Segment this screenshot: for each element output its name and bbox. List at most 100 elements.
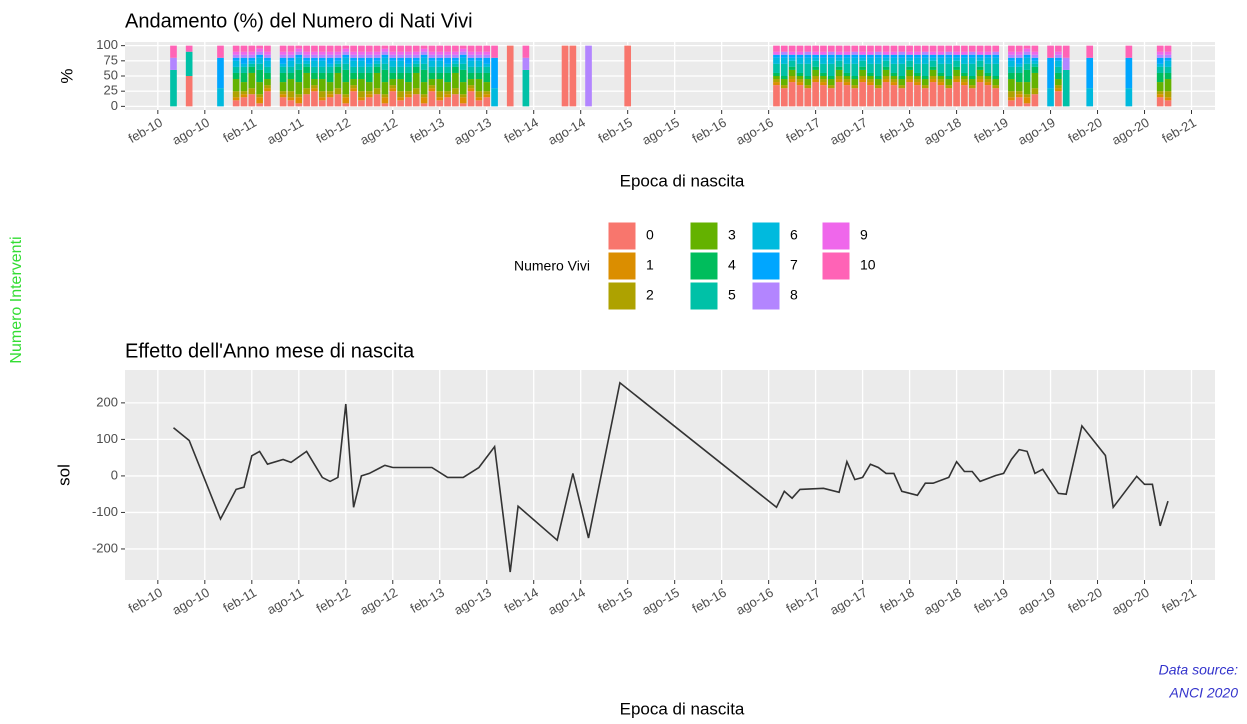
bar-segment (773, 63, 780, 73)
bar-segment (287, 66, 295, 73)
bar-segment (475, 100, 483, 107)
bar-segment (1023, 48, 1031, 52)
bar-segment (350, 85, 357, 89)
bar-segment (867, 63, 874, 73)
bar-segment (318, 54, 326, 58)
bar-segment (217, 57, 224, 89)
bar-segment (820, 54, 827, 58)
x-axis-label: Epoca di nascita (620, 171, 745, 190)
bar-segment (334, 66, 342, 73)
bar-segment (843, 76, 851, 80)
bar-segment (405, 66, 412, 73)
bar-segment (279, 97, 287, 107)
bar-segment (882, 57, 890, 61)
bar-segment (475, 72, 483, 80)
bar-segment (968, 54, 976, 58)
bar-segment (389, 79, 397, 86)
line (172, 381, 1169, 573)
bar-segment (1086, 88, 1094, 107)
bar-segment (624, 45, 632, 107)
bar-segment (937, 51, 945, 55)
bar-segment (318, 45, 326, 52)
bar-segment (256, 69, 263, 83)
bar-segment (412, 54, 420, 58)
x-tick-label: ago-11 (264, 585, 306, 618)
bar-segment (264, 66, 271, 73)
bar-segment (365, 45, 373, 52)
bar-segment (358, 100, 365, 107)
bar-segment (1164, 100, 1172, 107)
y-tick-label: 50 (104, 67, 118, 82)
bar-segment (483, 97, 491, 107)
bar-segment (467, 45, 475, 52)
bar-segment (436, 97, 444, 101)
bar-segment (968, 45, 976, 52)
bar-segment (1031, 63, 1039, 67)
bar-segment (1015, 45, 1023, 52)
bar-segment (976, 69, 984, 76)
bar-segment (428, 85, 436, 89)
chart-title: Effetto dell'Anno mese di nascita (125, 340, 415, 362)
x-tick-label: feb-19 (971, 115, 1010, 146)
bar-segment (256, 94, 263, 98)
bar-segment (976, 82, 984, 107)
bar-segment (350, 54, 357, 58)
bar-segment (475, 91, 483, 98)
bar-segment (984, 82, 992, 86)
bar-segment (342, 63, 350, 70)
bar-segment (914, 79, 921, 83)
bar-segment (788, 45, 796, 52)
bar-segment (311, 91, 318, 107)
bar-segment (1008, 54, 1015, 58)
bar-segment (467, 66, 475, 73)
bar-segment (342, 97, 350, 104)
bar-segment (318, 79, 326, 92)
bar-segment (358, 54, 365, 58)
bar-segment (882, 76, 890, 80)
bar-segment (342, 69, 350, 83)
bar-segment (303, 60, 310, 64)
bar-segment (264, 85, 271, 89)
bar-segment (914, 63, 921, 73)
bar-segment (953, 69, 960, 76)
bar-segment (358, 51, 365, 55)
bar-segment (295, 51, 303, 55)
bar-segment (459, 57, 467, 64)
bar-segment (984, 79, 992, 83)
bar-segment (326, 91, 334, 95)
bar-segment (929, 60, 937, 67)
bar-segment (1164, 97, 1172, 101)
y-axis-label: sol (54, 464, 73, 486)
bar-segment (796, 72, 804, 76)
y-tick-label: 0 (111, 98, 118, 113)
bar-segment (459, 103, 467, 107)
bar-segment (373, 54, 381, 58)
bar-segment (248, 63, 256, 67)
bar-segment (804, 63, 812, 76)
bar-segment (812, 79, 819, 83)
bar-segment (389, 72, 397, 80)
bar-segment (1023, 82, 1031, 95)
bar-segment (898, 57, 906, 64)
bar-segment (851, 57, 859, 64)
bar-segment (1047, 88, 1054, 107)
bar-segment (1023, 57, 1031, 64)
bar-segment (381, 51, 389, 55)
bar-segment (185, 76, 193, 107)
legend-title: Numero Vivi (514, 258, 590, 274)
bar-segment (992, 57, 1000, 64)
bar-segment (874, 88, 882, 107)
bar-segment (350, 79, 357, 86)
bar-segment (405, 45, 412, 52)
bar-segment (303, 88, 310, 95)
bar-segment (1164, 54, 1172, 58)
bar-segment (1156, 63, 1164, 67)
bar-segment (232, 91, 240, 98)
bar-segment (859, 60, 866, 67)
x-tick-label: ago-17 (827, 115, 870, 148)
bar-segment (984, 85, 992, 107)
bar-segment (405, 97, 412, 107)
bar-segment (780, 51, 788, 55)
bar-segment (436, 51, 444, 55)
source: ANCI 2020 (1169, 685, 1239, 701)
